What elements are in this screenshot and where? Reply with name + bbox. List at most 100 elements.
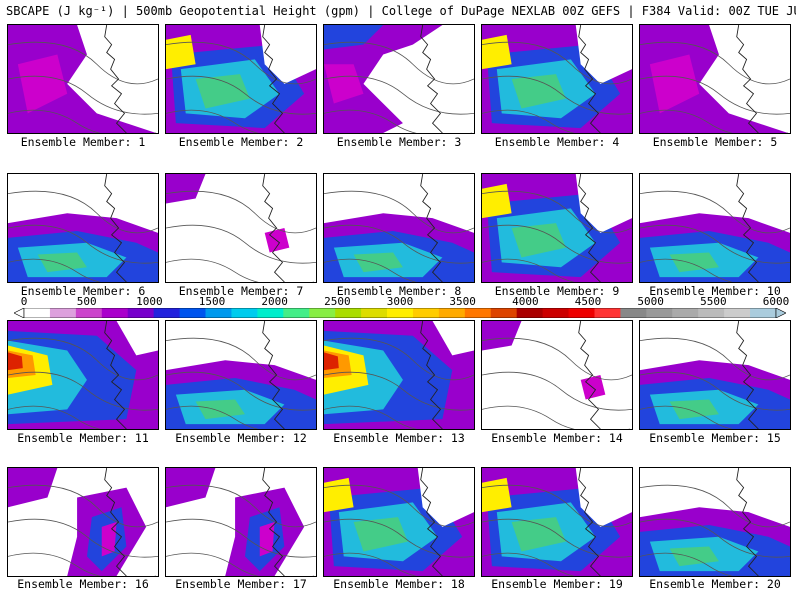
ensemble-member-map xyxy=(481,173,633,283)
colorbar-min-arrow xyxy=(14,308,25,318)
ensemble-member-map xyxy=(7,173,159,283)
cape-field xyxy=(8,213,158,282)
colorbar-tick-label: 1500 xyxy=(198,295,226,308)
cape-field xyxy=(166,360,316,429)
ensemble-member-label: Ensemble Member: 1 xyxy=(20,135,146,149)
colorbar-tick-label: 0 xyxy=(20,295,28,308)
colorbar-segment xyxy=(24,308,51,318)
colorbar-segment xyxy=(568,308,595,318)
cape-field xyxy=(166,25,316,133)
colorbar-segment xyxy=(75,308,103,318)
ensemble-member-map xyxy=(7,24,159,134)
colorbar-segment xyxy=(153,308,181,318)
cape-field xyxy=(482,25,632,133)
colorbar-segment xyxy=(412,308,440,318)
ensemble-member-map xyxy=(165,320,317,430)
coastline xyxy=(736,174,759,282)
coastline xyxy=(420,321,443,429)
colorbar-segment xyxy=(698,308,725,318)
height-contours xyxy=(640,41,790,133)
ensemble-member-map xyxy=(323,320,475,430)
ensemble-member-map xyxy=(481,467,633,577)
ensemble-member-label: Ensemble Member: 4 xyxy=(494,135,620,149)
cape-field xyxy=(482,468,632,576)
ensemble-member-map xyxy=(7,320,159,430)
cape-field xyxy=(640,360,790,429)
height-contours xyxy=(640,337,790,429)
colorbar xyxy=(14,308,786,318)
colorbar-tick-label: 500 xyxy=(76,295,97,308)
colorbar-segment xyxy=(101,308,129,318)
cape-field xyxy=(324,321,474,429)
ensemble-member-label: Ensemble Member: 17 xyxy=(175,577,307,591)
coastline xyxy=(420,468,443,576)
ensemble-member-label: Ensemble Member: 13 xyxy=(333,431,465,445)
ensemble-member-label: Ensemble Member: 20 xyxy=(649,577,781,591)
ensemble-member-label: Ensemble Member: 5 xyxy=(652,135,778,149)
colorbar-segment xyxy=(516,308,544,318)
cape-field xyxy=(8,321,158,429)
colorbar-segment xyxy=(283,308,310,318)
colorbar-segment xyxy=(542,308,570,318)
colorbar-segment xyxy=(127,308,155,318)
height-contours xyxy=(482,484,632,576)
cape-field xyxy=(640,213,790,282)
colorbar-tick-label: 6000 xyxy=(762,295,790,308)
coastline xyxy=(736,321,759,429)
colorbar-tick-label: 4500 xyxy=(574,295,602,308)
ensemble-member-label: Ensemble Member: 12 xyxy=(175,431,307,445)
ensemble-member-map xyxy=(323,173,475,283)
coastline xyxy=(578,321,601,429)
ensemble-member-map xyxy=(165,24,317,134)
colorbar-segment xyxy=(438,308,466,318)
ensemble-member-label: Ensemble Member: 2 xyxy=(178,135,304,149)
colorbar-segment xyxy=(49,308,77,318)
colorbar-segment xyxy=(257,308,284,318)
coastline xyxy=(262,321,285,429)
coastline xyxy=(736,468,759,576)
coastline xyxy=(736,25,759,133)
coastline xyxy=(578,174,601,282)
colorbar-segment xyxy=(620,308,647,318)
ensemble-member-label: Ensemble Member: 19 xyxy=(491,577,623,591)
coastline xyxy=(104,321,127,429)
ensemble-member-label: Ensemble Member: 8 xyxy=(336,284,462,298)
height-contours xyxy=(640,190,790,282)
ensemble-member-map xyxy=(481,24,633,134)
colorbar-segment xyxy=(361,308,388,318)
colorbar-tick-label: 2000 xyxy=(261,295,288,308)
colorbar-segment xyxy=(179,308,207,318)
ensemble-member-label: Ensemble Member: 15 xyxy=(649,431,781,445)
height-contours xyxy=(640,484,790,576)
height-contours xyxy=(482,190,632,282)
colorbar-tick-label: 2500 xyxy=(324,295,351,308)
colorbar-segment xyxy=(309,308,336,318)
height-contours xyxy=(8,484,158,576)
height-contours xyxy=(166,337,316,429)
height-contours xyxy=(166,41,316,133)
cape-field xyxy=(324,213,474,282)
ensemble-member-label: Ensemble Member: 11 xyxy=(17,431,149,445)
ensemble-member-label: Ensemble Member: 14 xyxy=(491,431,623,445)
ensemble-member-label: Ensemble Member: 3 xyxy=(336,135,462,149)
coastline xyxy=(104,25,127,133)
map-title: SBCAPE (J kg⁻¹) | 500mb Geopotential Hei… xyxy=(6,4,796,18)
cape-field xyxy=(640,25,789,133)
cape-field xyxy=(324,25,443,133)
colorbar-segment xyxy=(724,308,751,318)
coastline xyxy=(578,468,601,576)
coastline xyxy=(578,25,601,133)
coastline xyxy=(262,25,285,133)
height-contours xyxy=(166,190,316,282)
colorbar-segment xyxy=(672,308,699,318)
coastline xyxy=(420,174,443,282)
coastline xyxy=(104,468,127,576)
ensemble-member-map xyxy=(639,467,791,577)
ensemble-member-label: Ensemble Member: 9 xyxy=(494,284,620,298)
colorbar-segment xyxy=(490,308,518,318)
ensemble-member-label: Ensemble Member: 16 xyxy=(17,577,149,591)
ensemble-member-map xyxy=(7,467,159,577)
colorbar-segment xyxy=(646,308,673,318)
height-contours xyxy=(8,190,158,282)
height-contours xyxy=(8,337,158,429)
